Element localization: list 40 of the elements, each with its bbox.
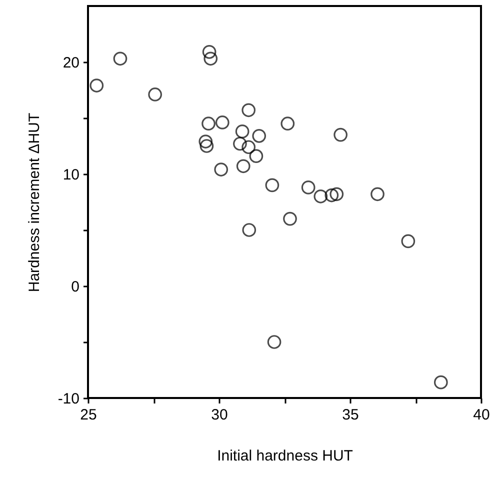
y-tick-label: 10 xyxy=(62,166,80,184)
y-axis-title: Hardness increment ΔHUT xyxy=(26,112,43,292)
x-tick-label: 35 xyxy=(342,406,359,424)
point xyxy=(301,180,316,194)
point xyxy=(113,52,128,66)
point xyxy=(215,116,230,130)
point xyxy=(233,136,247,151)
point xyxy=(202,116,216,131)
point xyxy=(200,139,214,153)
point xyxy=(330,187,344,202)
point xyxy=(249,149,264,163)
x-tick-label: 30 xyxy=(211,406,228,424)
y-tick-label: -10 xyxy=(58,390,80,408)
point xyxy=(280,116,295,131)
point xyxy=(434,375,448,390)
point xyxy=(242,103,256,118)
point xyxy=(242,140,256,154)
point xyxy=(235,124,250,138)
y-tick-label: 20 xyxy=(62,54,80,72)
point xyxy=(214,162,228,176)
point xyxy=(283,212,297,226)
x-tick-label: 25 xyxy=(80,406,97,424)
y-tick-label: 0 xyxy=(71,278,80,296)
point xyxy=(324,188,339,202)
point xyxy=(204,52,218,66)
point xyxy=(148,88,162,102)
point xyxy=(314,189,328,204)
point xyxy=(401,234,416,248)
point xyxy=(370,187,384,202)
point xyxy=(242,223,256,237)
point xyxy=(236,159,250,174)
point xyxy=(198,134,213,148)
point xyxy=(90,78,104,92)
x-axis-title: Initial hardness HUT xyxy=(217,448,353,464)
point xyxy=(202,45,216,59)
point xyxy=(252,129,266,143)
point xyxy=(334,128,348,142)
x-tick-label: 40 xyxy=(473,406,490,424)
point xyxy=(265,178,280,192)
point xyxy=(267,335,282,349)
